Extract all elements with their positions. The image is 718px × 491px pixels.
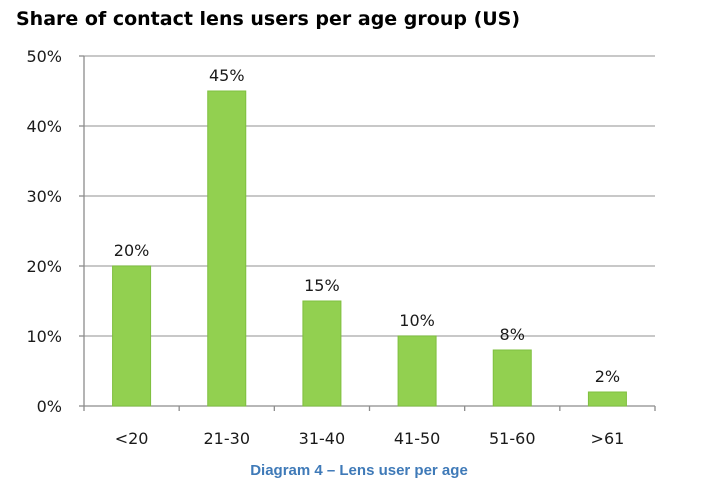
axes (79, 55, 656, 411)
x-tick-label: 41-50 (394, 429, 441, 448)
x-tick-label: >61 (591, 429, 625, 448)
bar-chart: 20% 45% 15% 10% 8% 2% 0% 10% 20% 30% 40% 50% <20 21… (26, 47, 656, 448)
chart-caption: Diagram 4 – Lens user per age (250, 462, 468, 479)
data-label: 10% (399, 311, 435, 330)
y-tick-label: 20% (26, 257, 62, 276)
data-labels: 20% 45% 15% 10% 8% 2% (114, 66, 620, 386)
x-tick-label: <20 (115, 429, 149, 448)
y-tick-label: 0% (37, 397, 62, 416)
data-label: 2% (595, 367, 620, 386)
data-label: 8% (500, 325, 525, 344)
x-tick-label: 51-60 (489, 429, 536, 448)
y-tick-labels: 0% 10% 20% 30% 40% 50% (26, 47, 62, 416)
x-tick-label: 21-30 (204, 429, 251, 448)
bar (492, 349, 532, 407)
bar (112, 265, 152, 407)
bar (397, 335, 437, 407)
y-tick-label: 30% (26, 187, 62, 206)
bars (112, 90, 627, 407)
gridlines (84, 55, 655, 337)
data-label: 15% (304, 276, 340, 295)
y-tick-label: 40% (26, 117, 62, 136)
data-label: 45% (209, 66, 245, 85)
bar (587, 391, 627, 407)
x-tick-labels: <20 21-30 31-40 41-50 51-60 >61 (115, 429, 625, 448)
bar (207, 90, 247, 407)
bar (302, 300, 342, 407)
y-tick-label: 10% (26, 327, 62, 346)
x-tick-label: 31-40 (299, 429, 346, 448)
y-tick-label: 50% (26, 47, 62, 66)
chart-title: Share of contact lens users per age grou… (16, 8, 521, 30)
data-label: 20% (114, 241, 150, 260)
